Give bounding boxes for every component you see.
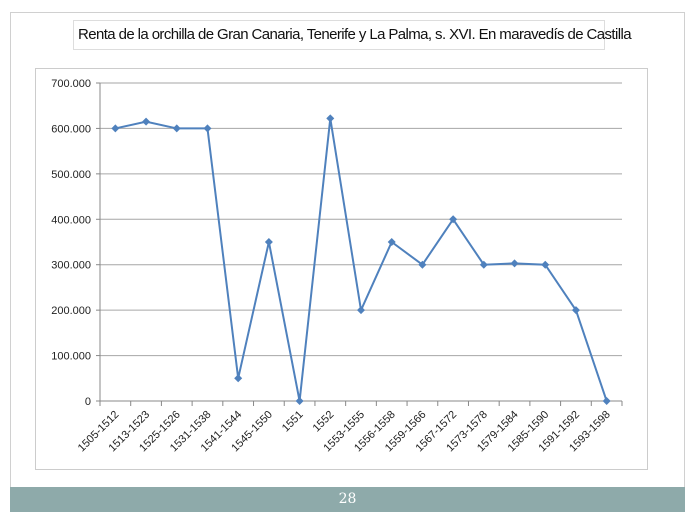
y-tick-label: 500.000 <box>51 169 91 181</box>
data-point <box>264 238 273 246</box>
chart-area <box>35 68 648 470</box>
data-point <box>479 260 488 269</box>
data-point <box>541 260 550 269</box>
data-point <box>326 114 335 123</box>
page-number: 28 <box>338 491 357 507</box>
data-point <box>387 238 396 246</box>
data-point <box>418 260 427 269</box>
data-point <box>571 306 580 315</box>
y-tick-label: 0 <box>85 396 91 408</box>
x-tick-label: 1551 <box>280 409 306 435</box>
y-tick-label: 200.000 <box>51 305 91 317</box>
y-tick-label: 600.000 <box>51 123 91 135</box>
data-point <box>295 397 304 405</box>
series-line <box>115 118 608 402</box>
slide-footer: 28 <box>10 487 685 512</box>
data-point <box>357 306 365 315</box>
data-point <box>234 374 243 383</box>
chart-title: Renta de la orchilla de Gran Canaria, Te… <box>73 20 632 50</box>
data-point <box>449 215 458 224</box>
y-tick-label: 400.000 <box>51 214 91 226</box>
data-point <box>203 124 212 133</box>
x-tick-label: 1552 <box>311 409 337 435</box>
y-tick-label: 300.000 <box>51 260 91 272</box>
data-point <box>142 117 151 126</box>
data-point <box>111 124 120 133</box>
data-point <box>510 259 519 268</box>
slide-frame <box>10 12 685 487</box>
data-point <box>602 397 611 405</box>
y-tick-label: 700.000 <box>51 78 91 90</box>
y-tick-label: 100.000 <box>51 351 91 363</box>
data-point <box>172 124 181 133</box>
